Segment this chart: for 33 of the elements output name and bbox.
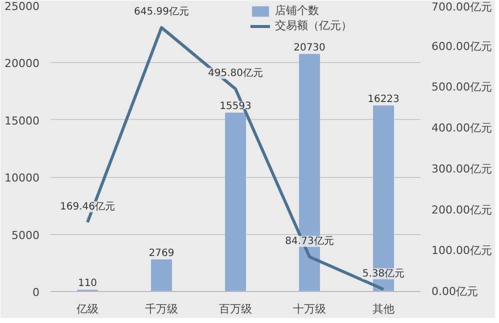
y2-tick-label: 600.00亿元 xyxy=(432,40,492,53)
x-tick-label: 百万级 xyxy=(219,302,252,316)
x-tick-label: 十万级 xyxy=(293,302,326,316)
data-label: 16223 xyxy=(368,94,400,105)
y-tick-label: 5000 xyxy=(12,228,40,242)
y2-tick-label: 200.00亿元 xyxy=(432,203,492,216)
data-label: 84.73亿元 xyxy=(285,236,334,247)
y2-tick-label: 400.00亿元 xyxy=(432,122,492,135)
data-label: 495.80亿元 xyxy=(208,68,264,79)
data-label: 15593 xyxy=(220,101,252,112)
y2-tick-label: 100.00亿元 xyxy=(432,244,492,258)
data-label: 20730 xyxy=(294,42,326,54)
y-tick-label: 25000 xyxy=(4,0,40,13)
y-tick-label: 0 xyxy=(32,286,40,299)
bar xyxy=(225,112,246,292)
y2-tick-label: 0.00亿元 xyxy=(432,285,478,298)
y2-tick-label: 700.00亿元 xyxy=(432,0,492,14)
y2-tick-label: 300.00亿元 xyxy=(432,162,492,176)
legend-label: 交易额（亿元） xyxy=(275,18,352,33)
legend-label: 店铺个数 xyxy=(275,4,319,18)
x-tick-label: 千万级 xyxy=(145,302,178,316)
x-tick-label: 其他 xyxy=(372,302,394,316)
data-label: 169.46亿元 xyxy=(60,201,116,212)
bar xyxy=(151,259,172,292)
data-label: 645.99亿元 xyxy=(134,6,190,18)
data-label: 5.38亿元 xyxy=(362,268,405,280)
data-label: 2769 xyxy=(148,248,174,259)
y-tick-label: 10000 xyxy=(4,172,40,185)
y-tick-label: 15000 xyxy=(4,114,40,128)
y-tick-label: 20000 xyxy=(4,57,40,70)
data-label: 110 xyxy=(78,278,98,290)
y2-tick-label: 500.00亿元 xyxy=(432,80,492,94)
x-tick-label: 亿级 xyxy=(76,302,98,316)
